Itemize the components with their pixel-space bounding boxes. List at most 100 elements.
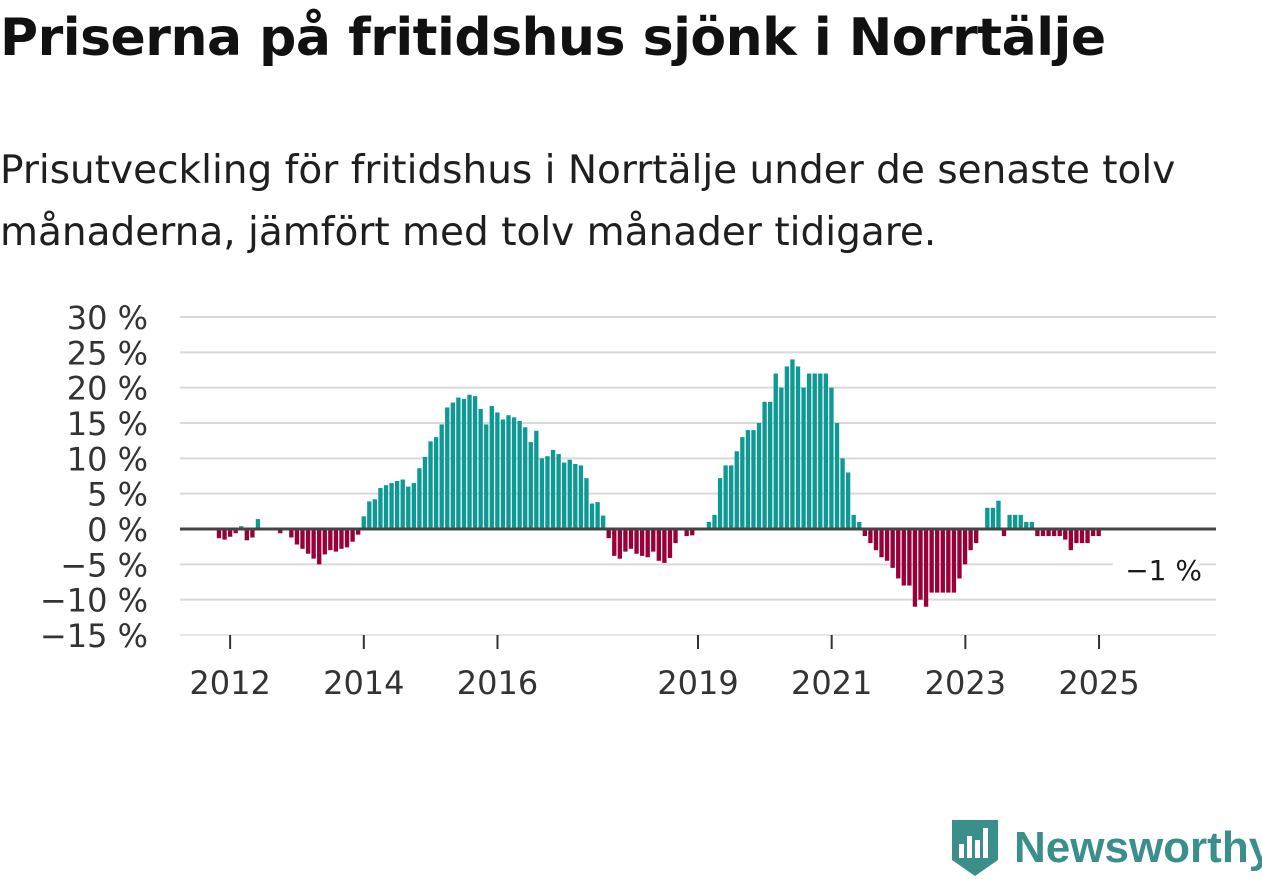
- bar: [1051, 529, 1057, 537]
- bar: [495, 412, 500, 529]
- bar: [484, 424, 489, 529]
- y-axis-labels: 30 %25 %20 %15 %10 %5 %0 %−5 %−10 %−15 %: [40, 299, 148, 655]
- bar: [974, 529, 979, 544]
- bar: [656, 529, 661, 561]
- newsworthy-logo-icon: [952, 820, 998, 876]
- y-tick-label: 20 %: [67, 370, 148, 408]
- bar: [361, 516, 366, 529]
- bar: [651, 529, 656, 552]
- bar: [834, 423, 840, 529]
- y-tick-label: −5 %: [60, 546, 148, 584]
- x-tick-label: 2016: [457, 664, 538, 702]
- bar: [411, 483, 417, 529]
- bar: [801, 387, 806, 529]
- bar: [639, 529, 645, 556]
- bar: [227, 529, 233, 537]
- bar: [567, 459, 572, 529]
- bar: [851, 514, 856, 529]
- bar: [350, 529, 355, 542]
- bar: [506, 415, 511, 529]
- y-tick-label: 0 %: [87, 511, 148, 549]
- bar: [383, 485, 389, 529]
- bar: [912, 529, 918, 607]
- bar: [662, 529, 667, 563]
- bar: [896, 529, 901, 579]
- bar: [857, 521, 862, 529]
- bar: [534, 430, 539, 529]
- bar: [528, 442, 533, 529]
- bar: [768, 401, 773, 529]
- bar: [278, 529, 283, 534]
- bar: [773, 373, 778, 529]
- bar: [690, 529, 695, 536]
- bar: [1046, 529, 1051, 537]
- bar: [556, 454, 561, 529]
- bar: [751, 430, 756, 529]
- bar: [322, 529, 327, 555]
- bar: [367, 501, 372, 529]
- bar: [311, 529, 316, 559]
- y-tick-label: 25 %: [67, 334, 148, 372]
- x-tick-label: 2019: [657, 664, 738, 702]
- bar: [250, 529, 255, 538]
- bar: [378, 488, 383, 529]
- bar: [1090, 529, 1096, 537]
- bar: [740, 437, 745, 529]
- bar: [879, 529, 884, 558]
- bar: [990, 507, 996, 529]
- bar: [1012, 514, 1018, 529]
- bar: [723, 465, 728, 529]
- bar: [784, 366, 790, 529]
- bar: [968, 529, 973, 551]
- x-axis: 2012 2014 2016 2019 2021 2023 2025: [180, 527, 1216, 702]
- bar: [578, 465, 584, 529]
- bar: [489, 406, 494, 529]
- bar: [573, 463, 578, 529]
- bar: [985, 507, 990, 529]
- bar: [255, 519, 261, 529]
- bar: [356, 529, 361, 535]
- bar: [929, 529, 934, 593]
- bar: [406, 486, 411, 529]
- bar: [823, 373, 829, 529]
- bar: [918, 529, 923, 600]
- y-tick-label: 30 %: [67, 299, 148, 337]
- bar: [818, 373, 823, 529]
- bar: [628, 529, 634, 549]
- bar: [868, 529, 873, 544]
- bar: [890, 529, 895, 568]
- bar: [946, 529, 951, 593]
- bar: [600, 515, 606, 529]
- bar: [729, 465, 734, 529]
- bar: [1063, 529, 1068, 540]
- bar: [550, 449, 556, 529]
- bar: [344, 529, 350, 548]
- bar: [562, 462, 567, 529]
- y-tick-label: −10 %: [40, 582, 148, 620]
- x-tick-label: 2021: [791, 664, 872, 702]
- bar: [1079, 529, 1085, 544]
- bar: [951, 529, 957, 593]
- bar: [456, 397, 461, 529]
- bar: [1018, 514, 1023, 529]
- bar: [667, 529, 673, 558]
- y-tick-label: 15 %: [67, 405, 148, 443]
- bar: [812, 373, 817, 529]
- bar: [1007, 514, 1012, 529]
- bar: [1074, 529, 1079, 544]
- bar: [372, 499, 378, 529]
- bar: [422, 456, 428, 529]
- bar: [790, 359, 795, 529]
- bar: [1096, 529, 1101, 537]
- bar: [762, 401, 767, 529]
- bar: [935, 529, 940, 593]
- bar: [439, 424, 444, 529]
- bar: [1057, 529, 1062, 537]
- bar: [539, 458, 545, 529]
- bar: [745, 430, 751, 529]
- bar: [962, 529, 968, 565]
- bar: [840, 458, 845, 529]
- bar: [1068, 529, 1074, 551]
- bar: [500, 419, 506, 529]
- bar: [1024, 521, 1029, 529]
